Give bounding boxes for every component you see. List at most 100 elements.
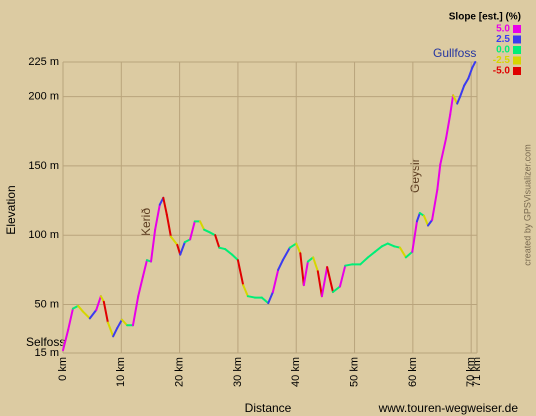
profile-segment [463, 77, 470, 87]
profile-segment [81, 310, 91, 320]
x-tick-label: 70 km [465, 357, 477, 387]
profile-segment [316, 270, 323, 298]
profile-segment [165, 213, 172, 238]
profile-segment [154, 203, 161, 231]
profile-segment [415, 212, 421, 223]
profile-segment [344, 263, 354, 267]
profile-segment [120, 318, 129, 327]
profile-segment [231, 253, 239, 262]
profile-segment [436, 163, 442, 191]
y-tick-label: 200 m [28, 91, 59, 103]
legend-swatch [513, 46, 521, 54]
profile-segment [179, 241, 186, 256]
profile-segment [242, 284, 249, 298]
profile-segment [224, 248, 234, 256]
profile-segment [459, 84, 466, 98]
profile-segment [456, 95, 462, 105]
legend-label: -2.5 [493, 55, 511, 66]
legend-label: -5.0 [493, 66, 511, 77]
y-tick-label: 225 m [28, 56, 59, 68]
annotation: Kerið [139, 208, 153, 236]
profile-segment [106, 321, 115, 338]
profile-segment [137, 275, 144, 298]
annotation: Gullfoss [433, 46, 476, 60]
legend-label: 0.0 [496, 45, 510, 56]
profile-segment [277, 259, 284, 271]
legend-title: Slope [est.] (%) [449, 12, 521, 23]
legend-label: 2.5 [496, 34, 510, 45]
legend-label: 5.0 [496, 24, 510, 35]
x-tick-label: 60 km [407, 357, 419, 387]
profile-segment [467, 66, 474, 80]
profile-segment [471, 61, 477, 69]
profile-segment [331, 285, 341, 294]
y-tick-label: 15 m [35, 347, 59, 359]
profile-segment [150, 228, 157, 263]
legend-swatch [513, 25, 521, 33]
profile-segment [141, 259, 148, 278]
profile-segment [380, 242, 389, 248]
y-tick-label: 150 m [28, 160, 59, 172]
profile-segment [295, 242, 302, 255]
x-tick-label: 50 km [348, 357, 360, 387]
y-tick-label: 100 m [28, 229, 59, 241]
x-tick-label: 40 km [290, 357, 302, 387]
profile-segment [439, 137, 448, 166]
y-axis-label: Elevation [4, 185, 18, 234]
credit-vertical: created by GPSVisualizer.com [522, 144, 532, 265]
profile-segment [302, 260, 309, 287]
profile-segment [386, 242, 396, 248]
profile-segment [62, 328, 70, 352]
profile-segment [95, 295, 102, 312]
profile-segment [411, 220, 418, 253]
credit: www.touren-wegweiser.de [378, 401, 519, 415]
profile-segment [77, 304, 84, 313]
profile-segment [320, 266, 329, 298]
annotation: Selfoss [26, 335, 65, 349]
profile-segment [102, 300, 109, 324]
profile-segment [260, 296, 270, 305]
profile-segment [359, 256, 369, 266]
profile-segment [99, 295, 105, 303]
x-tick-label: 71 km [471, 357, 483, 387]
profile-segment [176, 243, 182, 256]
profile-segment [189, 220, 196, 241]
profile-segment [203, 228, 211, 234]
profile-segment [299, 252, 305, 287]
x-tick-label: 30 km [232, 357, 244, 387]
profile-segment [246, 295, 256, 299]
x-tick-label: 20 km [174, 357, 186, 387]
profile-segment [373, 245, 383, 253]
profile-segment [399, 246, 407, 259]
x-axis-label: Distance [245, 401, 292, 415]
profile-segment [306, 256, 315, 263]
profile-segment [271, 268, 280, 294]
x-tick-label: 10 km [115, 357, 127, 387]
profile-segment [445, 113, 452, 140]
profile-segment [131, 295, 140, 327]
y-tick-label: 50 m [35, 298, 59, 310]
legend-swatch [513, 67, 521, 75]
profile-segment [338, 264, 347, 288]
profile-segment [169, 235, 179, 246]
legend-swatch [513, 35, 521, 44]
profile-segment [366, 250, 376, 259]
profile-segment [236, 259, 245, 287]
profile-segment [214, 234, 221, 249]
profile-segment [281, 246, 291, 262]
profile-segment [116, 318, 123, 330]
profile-segment [88, 309, 98, 320]
profile-segment [449, 94, 455, 116]
profile-segment [431, 188, 439, 221]
profile-segment [67, 307, 74, 331]
profile-segment [267, 291, 274, 305]
profile-segment [326, 266, 334, 294]
legend-swatch [513, 56, 521, 65]
profile-segment [422, 214, 430, 227]
profile-segment [452, 94, 459, 105]
profile-segment [427, 218, 434, 227]
profile-segment [288, 242, 298, 249]
profile-segment [162, 196, 168, 216]
annotation: Geysir [408, 158, 422, 193]
